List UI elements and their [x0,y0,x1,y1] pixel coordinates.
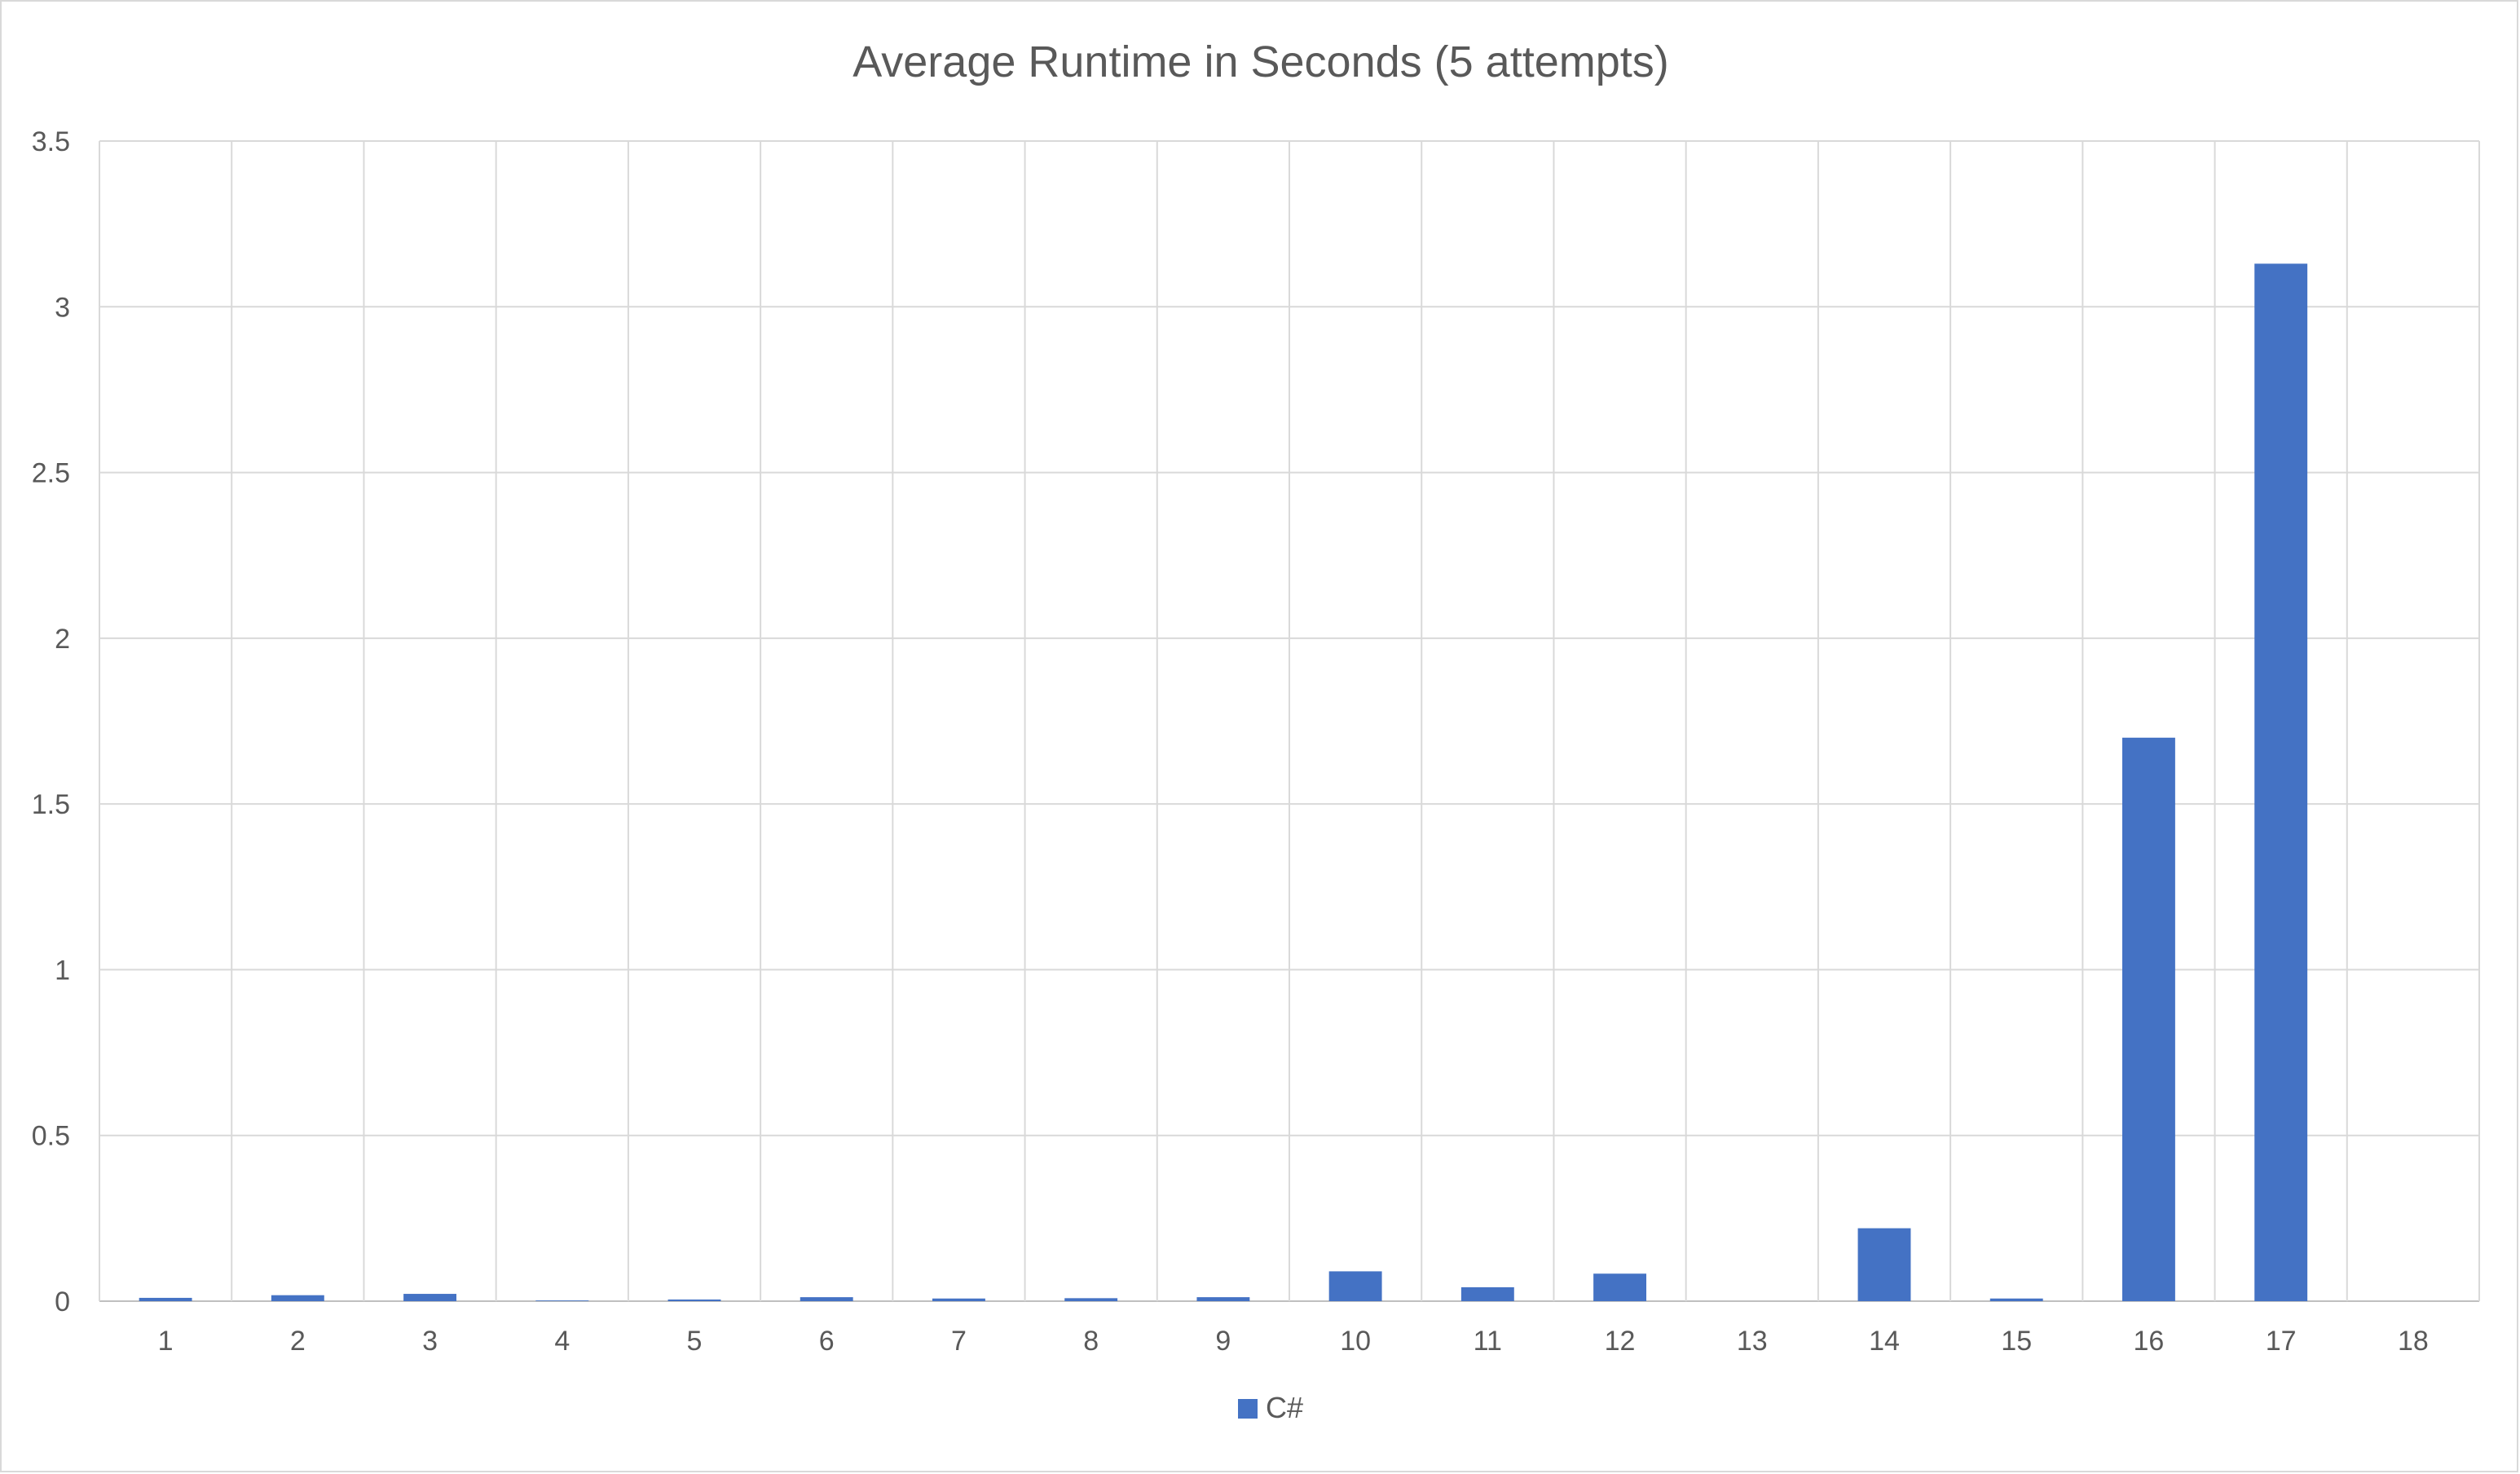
legend: C# [1238,1391,1303,1424]
bar-2[interactable] [271,1295,324,1301]
x-tick-label: 2 [290,1326,306,1357]
bar-8[interactable] [1064,1298,1118,1301]
bar-9[interactable] [1196,1297,1250,1301]
legend-swatch [1238,1399,1258,1419]
y-tick-label: 3 [55,292,70,323]
x-tick-label: 3 [422,1326,438,1357]
x-tick-label: 15 [2001,1326,2032,1357]
x-tick-label: 6 [819,1326,835,1357]
bar-6[interactable] [800,1297,853,1301]
bars [139,263,2308,1302]
x-tick-label: 16 [2134,1326,2165,1357]
y-tick-label: 2.5 [32,458,70,489]
bar-1[interactable] [139,1297,192,1301]
bar-10[interactable] [1328,1271,1382,1301]
y-tick-label: 1.5 [32,789,70,820]
x-tick-label: 18 [2398,1326,2429,1357]
grid [99,140,2480,1302]
legend-label: C# [1266,1391,1303,1424]
y-tick-label: 0.5 [32,1121,70,1152]
x-tick-label: 12 [1605,1326,1636,1357]
bar-17[interactable] [2254,263,2308,1302]
x-tick-label: 1 [158,1326,174,1357]
x-tick-label: 5 [687,1326,703,1357]
x-tick-label: 14 [1869,1326,1900,1357]
x-axis-ticks: 1 2 3 4 5 6 7 8 9 10 11 12 13 14 15 16 17 18 [158,1326,2429,1357]
chart-title: Average Runtime in Seconds (5 attempts) [852,38,1669,86]
bar-5[interactable] [667,1299,721,1301]
y-tick-label: 2 [55,624,70,655]
bar-12[interactable] [1593,1273,1646,1301]
x-tick-label: 11 [1474,1326,1502,1357]
x-tick-label: 4 [554,1326,570,1357]
y-tick-label: 0 [55,1286,70,1317]
bar-14[interactable] [1857,1228,1911,1301]
bar-4[interactable] [535,1300,589,1301]
x-tick-label: 13 [1737,1326,1768,1357]
bar-15[interactable] [1989,1298,2043,1301]
bar-7[interactable] [932,1298,985,1301]
x-tick-label: 9 [1215,1326,1231,1357]
x-tick-label: 10 [1340,1326,1371,1357]
bar-3[interactable] [403,1294,456,1301]
x-tick-label: 17 [2266,1326,2297,1357]
bar-16[interactable] [2122,737,2175,1301]
x-tick-label: 8 [1083,1326,1099,1357]
y-axis-ticks: 0 0.5 1 1.5 2 2.5 3 3.5 [32,126,70,1317]
bar-11[interactable] [1460,1286,1514,1301]
y-tick-label: 3.5 [32,126,70,157]
y-tick-label: 1 [55,955,70,986]
x-tick-label: 7 [951,1326,967,1357]
